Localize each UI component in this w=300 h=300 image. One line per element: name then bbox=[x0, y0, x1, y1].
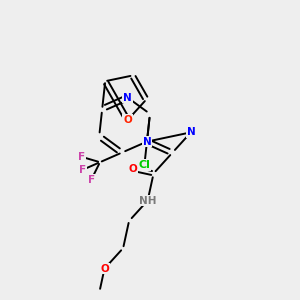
Text: NH: NH bbox=[139, 196, 156, 206]
Text: Cl: Cl bbox=[139, 160, 150, 170]
Text: O: O bbox=[123, 115, 132, 125]
Text: F: F bbox=[78, 152, 85, 162]
Text: F: F bbox=[79, 165, 86, 175]
Text: O: O bbox=[100, 264, 109, 274]
Text: N: N bbox=[142, 136, 152, 147]
Text: N: N bbox=[187, 127, 195, 137]
Text: O: O bbox=[129, 164, 138, 174]
Text: N: N bbox=[123, 93, 132, 103]
Text: F: F bbox=[88, 175, 95, 184]
